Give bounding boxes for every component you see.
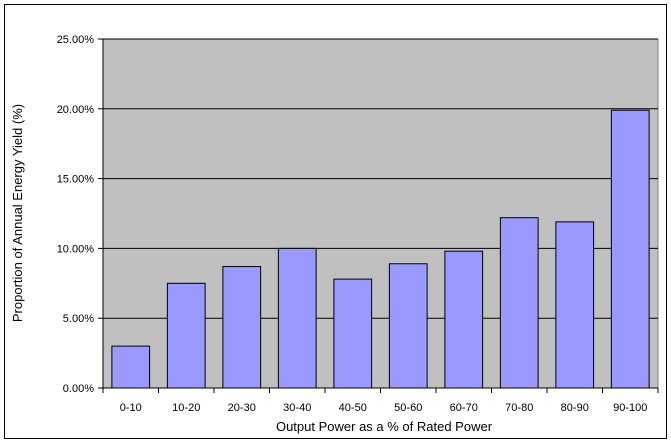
y-tick-label: 0.00%: [63, 383, 94, 395]
x-tick-label: 60-70: [450, 402, 478, 414]
bar-20-30: [222, 266, 262, 389]
bar-40-50: [333, 278, 373, 389]
y-tick-label: 25.00%: [57, 34, 95, 46]
x-tick-label: 80-90: [561, 402, 589, 414]
bar-60-70: [444, 250, 484, 389]
y-tick-label: 5.00%: [63, 313, 94, 325]
bar-80-90: [555, 221, 595, 389]
y-tick-label: 10.00%: [57, 243, 95, 255]
y-axis-title: Proportion of Annual Energy Yield (%): [10, 104, 25, 322]
x-tick-label: 20-30: [228, 402, 256, 414]
bar-0-10: [111, 345, 151, 389]
bar-10-20: [166, 282, 206, 389]
x-tick-label: 30-40: [283, 402, 311, 414]
bar-30-40: [277, 247, 317, 389]
y-tick-label: 15.00%: [57, 174, 95, 186]
x-tick-label: 90-100: [613, 402, 647, 414]
x-tick-label: 10-20: [172, 402, 200, 414]
bar-50-60: [388, 263, 428, 389]
y-tick-label: 20.00%: [57, 104, 95, 116]
bar-90-100: [610, 109, 650, 389]
x-tick-label: 0-10: [120, 402, 142, 414]
bar-70-80: [499, 217, 539, 389]
x-tick-label: 40-50: [339, 402, 367, 414]
x-axis-title: Output Power as a % of Rated Power: [276, 419, 493, 434]
x-tick-label: 50-60: [394, 402, 422, 414]
x-tick-label: 70-80: [505, 402, 533, 414]
